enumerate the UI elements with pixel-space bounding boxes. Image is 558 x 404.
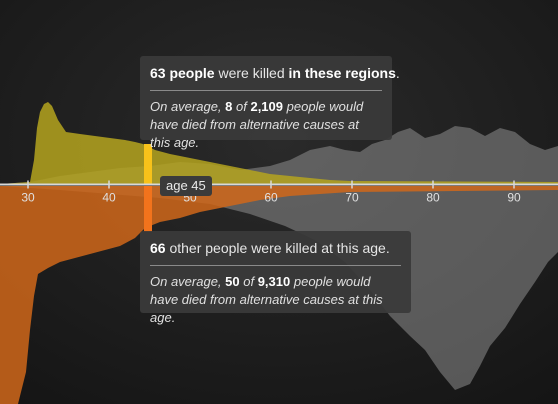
tooltip-others-count: 66 — [150, 240, 166, 256]
tooltip-regions: 63 people were killed in these regions. … — [140, 56, 392, 140]
tooltip-regions-count: 63 people — [150, 65, 215, 81]
tooltip-regions-note: On average, 8 of 2,109 people would have… — [150, 98, 382, 152]
tooltip-others-population: 9,310 — [258, 274, 291, 289]
tooltip-others-expected: 50 — [225, 274, 239, 289]
tooltip-divider — [150, 90, 382, 91]
x-tick-label-30: 30 — [21, 191, 35, 205]
tooltip-regions-headline: 63 people were killed in these regions. — [150, 64, 382, 82]
tooltip-others-headline: 66 other people were killed at this age. — [150, 239, 401, 257]
x-tick-label-70: 70 — [345, 191, 359, 205]
x-tick-label-80: 80 — [426, 191, 440, 205]
highlight-age-label: age 45 — [160, 176, 212, 196]
tooltip-others-note: On average, 50 of 9,310 people would hav… — [150, 273, 401, 327]
tooltip-regions-population: 2,109 — [250, 99, 283, 114]
tooltip-regions-region: in these regions — [289, 65, 396, 81]
x-tick-label-40: 40 — [102, 191, 116, 205]
tooltip-divider — [150, 265, 401, 266]
x-tick-label-90: 90 — [507, 191, 521, 205]
tooltip-others: 66 other people were killed at this age.… — [140, 231, 411, 313]
x-tick-label-60: 60 — [264, 191, 278, 205]
highlight-bar-bottom — [144, 186, 152, 232]
